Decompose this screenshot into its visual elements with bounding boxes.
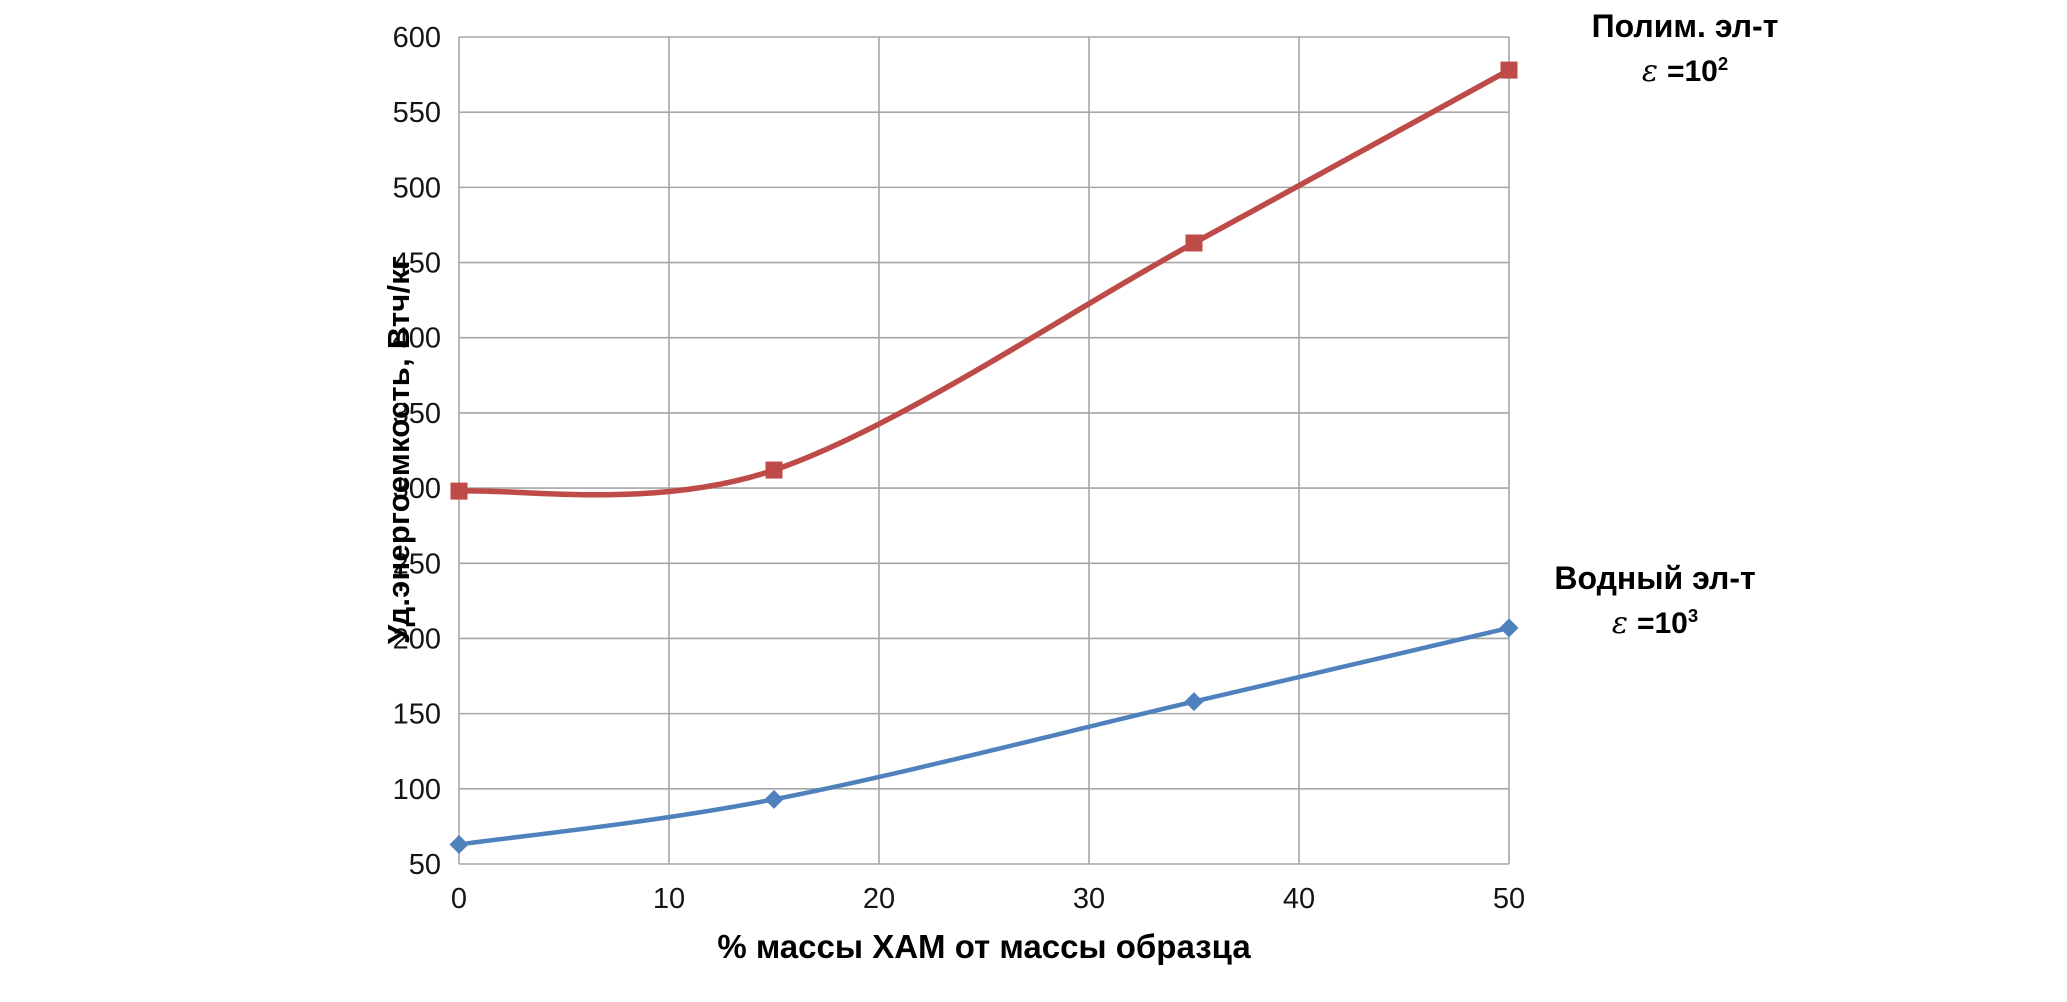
y-tick-label: 150	[393, 699, 441, 731]
y-axis-title: Уд.энергоемкость, Втч/кг	[381, 255, 416, 645]
x-tick-label: 40	[1283, 883, 1315, 915]
x-axis-title: % массы ХАМ от массы образца	[717, 928, 1251, 965]
x-tick-label: 50	[1493, 883, 1525, 915]
y-tick-label: 600	[393, 22, 441, 54]
y-tick-label: 350	[393, 398, 441, 430]
epsilon-symbol: ε	[1611, 605, 1628, 641]
y-tick-label: 550	[393, 97, 441, 129]
series-name-water: Водный эл-т	[1554, 560, 1756, 596]
epsilon-symbol: ε	[1641, 53, 1658, 89]
series-annotation-polymer: Полим. эл-т ε =102	[1520, 8, 1850, 89]
x-tick-label: 10	[653, 883, 685, 915]
y-tick-label: 300	[393, 473, 441, 505]
y-tick-label: 200	[393, 623, 441, 655]
marker-diamond	[764, 789, 784, 809]
y-tick-label: 450	[393, 248, 441, 280]
y-tick-label: 50	[409, 849, 441, 881]
series-line-polymer	[456, 67, 1512, 498]
series-line-water	[456, 625, 1512, 847]
epsilon-label-water: ε =103	[1505, 605, 1805, 641]
y-tick-label: 400	[393, 323, 441, 355]
marker-diamond	[1184, 692, 1204, 712]
x-tick-label: 20	[863, 883, 895, 915]
marker-square	[1500, 61, 1518, 79]
epsilon-eq: =10	[1666, 54, 1718, 88]
x-tick-label: 0	[451, 883, 467, 915]
series-annotation-water: Водный эл-т ε =103	[1505, 560, 1805, 641]
epsilon-exponent: 3	[1687, 604, 1699, 626]
marker-square	[1185, 234, 1203, 252]
x-tick-label: 30	[1073, 883, 1105, 915]
marker-diamond	[449, 834, 469, 854]
y-tick-label: 500	[393, 172, 441, 204]
marker-square	[450, 482, 468, 500]
y-tick-label: 250	[393, 548, 441, 580]
epsilon-label-polymer: ε =102	[1520, 53, 1850, 89]
marker-diamond	[1499, 618, 1519, 638]
y-tick-label: 100	[393, 774, 441, 806]
marker-square	[765, 461, 783, 479]
epsilon-exponent: 2	[1717, 52, 1729, 74]
epsilon-eq: =10	[1636, 606, 1688, 640]
series-name-polymer: Полим. эл-т	[1591, 8, 1779, 44]
